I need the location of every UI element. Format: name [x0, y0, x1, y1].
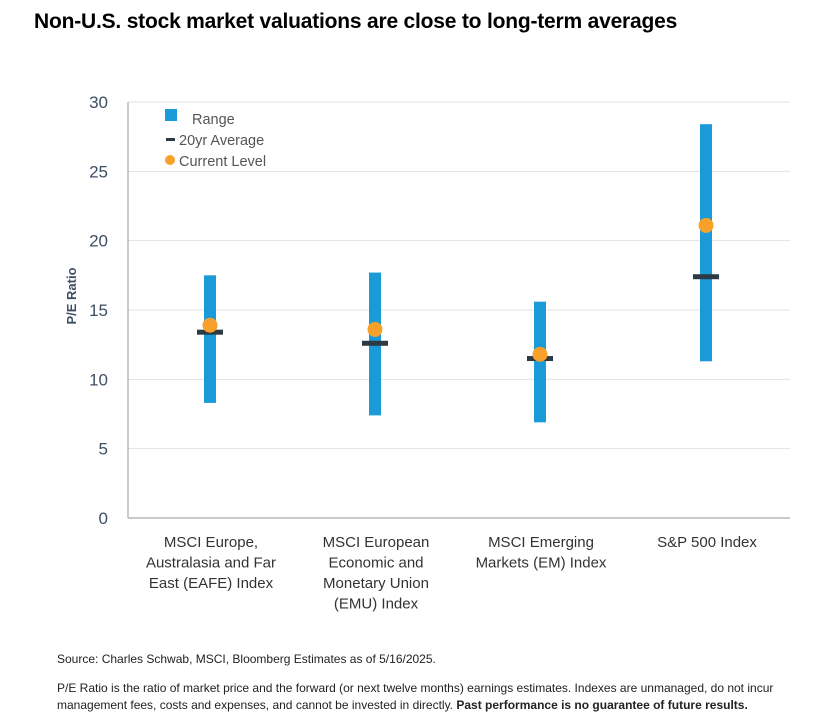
y-tick-label: 15: [89, 301, 108, 320]
category-label-line: MSCI Emerging: [488, 534, 594, 551]
y-tick-label: 30: [89, 93, 108, 112]
category-label-line: Australasia and Far: [146, 555, 276, 572]
y-tick-label: 20: [89, 232, 108, 251]
category-label: MSCI European Economic and Monetary Union (…: [323, 534, 430, 613]
legend-average-swatch: [166, 138, 175, 141]
category-label: MSCI Europe, Australasia and Far East (EAF…: [146, 534, 276, 592]
legend-range-swatch: [165, 109, 177, 121]
category-label-line: MSCI Europe,: [164, 534, 258, 551]
y-tick-label: 10: [89, 370, 108, 389]
category-label-line: East (EAFE) Index: [149, 575, 274, 592]
average-marker: [362, 340, 388, 346]
current-level-dot: [532, 346, 548, 362]
category-label-line: S&P 500 Index: [657, 534, 757, 551]
source-note: Source: Charles Schwab, MSCI, Bloomberg …: [57, 652, 436, 666]
chart-title: Non-U.S. stock market valuations are clo…: [34, 10, 678, 33]
category-label-line: Economic and: [328, 555, 423, 572]
category-label: MSCI Emerging Markets (EM) Index: [476, 534, 607, 572]
legend-label: Range: [192, 112, 235, 128]
average-marker: [693, 274, 719, 280]
category-label-line: (EMU) Index: [334, 596, 419, 613]
range-bar: [700, 124, 712, 362]
disclaimer-bold: Past performance is no guarantee of futu…: [456, 698, 748, 712]
current-level-dot: [698, 217, 714, 233]
category-label-line: MSCI European: [323, 534, 430, 551]
legend-label: 20yr Average: [179, 133, 264, 149]
disclaimer-text: P/E Ratio is the ratio of market price a…: [57, 681, 774, 712]
legend-label: Current Level: [179, 154, 266, 170]
range-bar: [204, 275, 216, 403]
disclaimer-note: P/E Ratio is the ratio of market price a…: [57, 680, 787, 714]
category-label-line: Markets (EM) Index: [476, 555, 607, 572]
category-label-line: Monetary Union: [323, 575, 429, 592]
range-bar: [534, 301, 546, 423]
current-level-dot: [367, 321, 383, 337]
category-label: S&P 500 Index: [657, 534, 757, 551]
y-tick-label: 5: [99, 440, 108, 459]
y-tick-label: 0: [99, 509, 108, 528]
pe-ratio-chart: 0 5 10 15 20 25 30 P/E Ratio MSCI Europe, Austral…: [64, 93, 790, 613]
y-tick-label: 25: [89, 162, 108, 181]
current-level-dot: [202, 317, 218, 333]
y-axis-title: P/E Ratio: [64, 267, 79, 324]
legend-current-swatch: [165, 155, 175, 165]
